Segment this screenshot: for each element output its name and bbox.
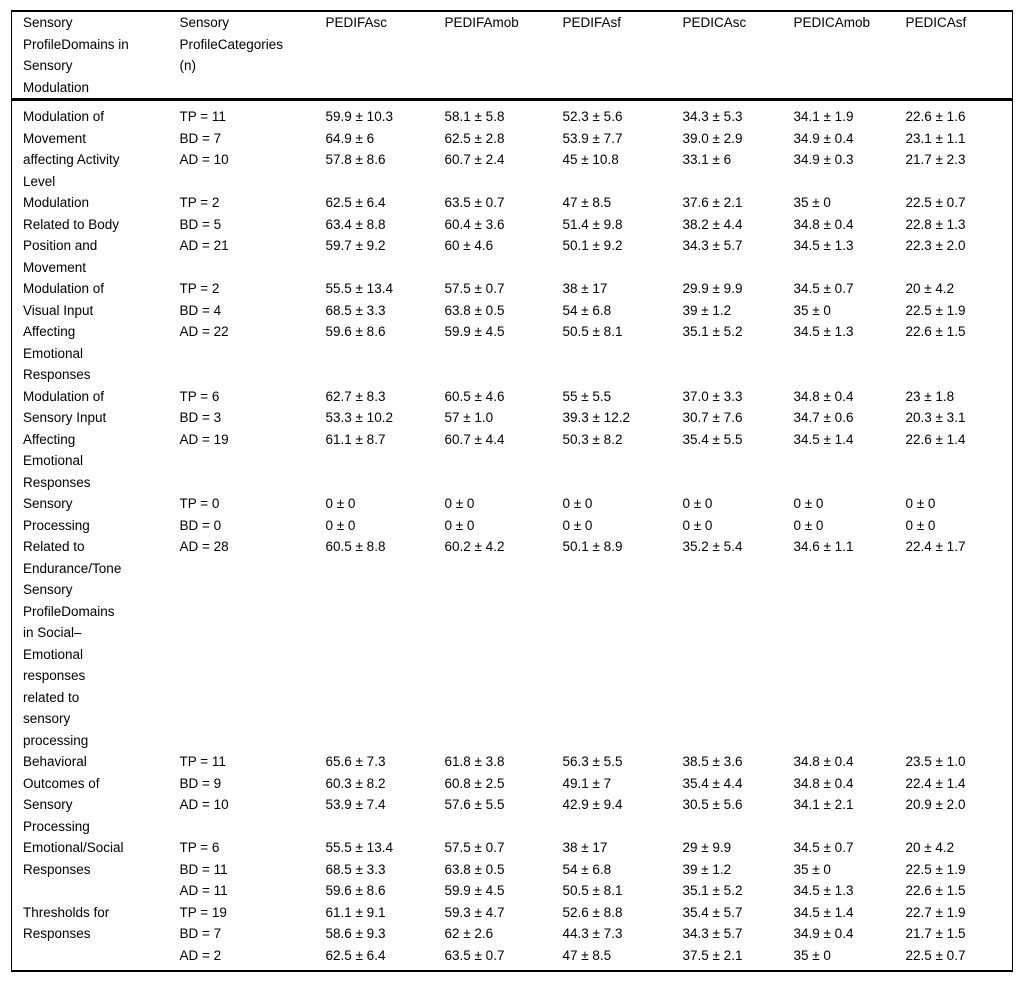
domain-label: Thresholds for Responses — [23, 904, 110, 942]
value-cell: 34.8 ± 0.4 34.7 ± 0.6 34.5 ± 1.4 — [793, 388, 854, 447]
value-cell: 55.5 ± 13.4 68.5 ± 3.3 59.6 ± 8.6 — [325, 840, 393, 898]
value-cell: 38 ± 17 54 ± 6.8 50.5 ± 8.1 — [562, 840, 623, 898]
value-cell: 52.6 ± 8.8 44.3 ± 7.3 47 ± 8.5 — [562, 904, 623, 963]
value-cell: 37.6 ± 2.1 38.2 ± 4.4 34.3 ± 5.7 — [682, 195, 743, 253]
table-row-behavioral-outcomes: Behavioral Outcomes of Sensory Processin… — [12, 751, 1013, 837]
category-cell: TP = 0 BD = 0 AD = 28 — [179, 496, 229, 554]
value-cell: 22.7 ± 1.9 21.7 ± 1.5 22.5 ± 0.7 — [905, 904, 966, 963]
value-cell: 62.5 ± 6.4 63.4 ± 8.8 59.7 ± 9.2 — [325, 195, 386, 253]
value-cell: 29 ± 9.9 39 ± 1.2 35.1 ± 5.2 — [682, 840, 743, 898]
value-cell: 47 ± 8.5 51.4 ± 9.8 50.1 ± 9.2 — [562, 195, 623, 253]
value-cell: 34.8 ± 0.4 34.8 ± 0.4 34.1 ± 2.1 — [793, 754, 854, 812]
value-cell: 0 ± 0 0 ± 0 50.1 ± 8.9 — [562, 496, 623, 554]
value-cell: 23 ± 1.8 20.3 ± 3.1 22.6 ± 1.4 — [905, 388, 966, 447]
col-header-domains: Sensory ProfileDomains in Sensory Modula… — [11, 11, 169, 101]
header-row: Sensory ProfileDomains in Sensory Modula… — [11, 11, 1013, 101]
domain-label: Behavioral Outcomes of Sensory Processin… — [23, 754, 100, 834]
value-cell: 0 ± 0 0 ± 0 35.2 ± 5.4 — [682, 496, 743, 554]
category-cell: TP = 2 BD = 4 AD = 22 — [179, 281, 229, 339]
value-cell: 58.1 ± 5.8 62.5 ± 2.8 60.7 ± 2.4 — [444, 109, 505, 167]
value-cell: 0 ± 0 0 ± 0 34.6 ± 1.1 — [793, 496, 854, 554]
col-header-pedicamob: PEDICAmob — [782, 11, 895, 101]
sensory-profile-pedi-table: Sensory ProfileDomains in Sensory Modula… — [11, 10, 1013, 972]
domain-label: Modulation of Visual Input Affecting Emo… — [23, 281, 105, 382]
value-cell: 63.5 ± 0.7 60.4 ± 3.6 60 ± 4.6 — [444, 195, 505, 253]
value-cell: 57.5 ± 0.7 63.8 ± 0.5 59.9 ± 4.5 — [444, 840, 505, 898]
value-cell: 59.3 ± 4.7 62 ± 2.6 63.5 ± 0.7 — [444, 904, 505, 963]
value-cell: 65.6 ± 7.3 60.3 ± 8.2 53.9 ± 7.4 — [325, 754, 386, 812]
value-cell: 35.4 ± 5.7 34.3 ± 5.7 37.5 ± 2.1 — [682, 904, 743, 963]
value-cell: 52.3 ± 5.6 53.9 ± 7.7 45 ± 10.8 — [562, 109, 623, 167]
value-cell: 60.5 ± 4.6 57 ± 1.0 60.7 ± 4.4 — [444, 388, 505, 447]
value-cell: 55.5 ± 13.4 68.5 ± 3.3 59.6 ± 8.6 — [325, 281, 393, 339]
value-cell: 61.8 ± 3.8 60.8 ± 2.5 57.6 ± 5.5 — [444, 754, 505, 812]
value-cell: 29.9 ± 9.9 39 ± 1.2 35.1 ± 5.2 — [682, 281, 743, 339]
value-cell: 59.9 ± 10.3 64.9 ± 6 57.8 ± 8.6 — [325, 109, 393, 167]
col-header-pedicasc: PEDICAsc — [671, 11, 783, 101]
category-cell: TP = 19 BD = 7 AD = 2 — [179, 904, 227, 963]
col-header-categories: Sensory ProfileCategories (n) — [168, 11, 315, 101]
value-cell: 38.5 ± 3.6 35.4 ± 4.4 30.5 ± 5.6 — [682, 754, 743, 812]
domain-label: Sensory Processing Related to Endurance/… — [23, 496, 122, 748]
value-cell: 57.5 ± 0.7 63.8 ± 0.5 59.9 ± 4.5 — [444, 281, 505, 339]
table-row-modulation-movement-activity: Modulation of Movement affecting Activit… — [12, 100, 1013, 193]
domain-label: Emotional/Social Responses — [23, 840, 124, 877]
value-cell: 55 ± 5.5 39.3 ± 12.2 50.3 ± 8.2 — [562, 388, 630, 447]
value-cell: 37.0 ± 3.3 30.7 ± 7.6 35.4 ± 5.5 — [682, 388, 743, 447]
domain-label: Modulation of Sensory Input Affecting Em… — [23, 388, 107, 490]
table-row-modulation-visual-input: Modulation of Visual Input Affecting Emo… — [12, 278, 1013, 386]
value-cell: 20 ± 4.2 22.5 ± 1.9 22.6 ± 1.5 — [905, 840, 966, 898]
col-header-pedifasf: PEDIFAsf — [551, 11, 672, 101]
table-row-sensory-processing-endurance: Sensory Processing Related to Endurance/… — [12, 493, 1013, 751]
value-cell: 56.3 ± 5.5 49.1 ± 7 42.9 ± 9.4 — [562, 754, 623, 812]
category-cell: TP = 2 BD = 5 AD = 21 — [179, 195, 229, 253]
category-cell: TP = 6 BD = 11 AD = 11 — [179, 840, 228, 898]
value-cell: 0 ± 0 0 ± 0 60.5 ± 8.8 — [325, 496, 386, 554]
domain-label: Modulation Related to Body Position and … — [23, 195, 120, 275]
value-cell: 35 ± 0 34.8 ± 0.4 34.5 ± 1.3 — [793, 195, 854, 253]
table-row-emotional-social-responses: Emotional/Social Responses TP = 6 BD = 1… — [12, 837, 1013, 902]
value-cell: 61.1 ± 9.1 58.6 ± 9.3 62.5 ± 6.4 — [325, 904, 386, 963]
table-row-modulation-sensory-input: Modulation of Sensory Input Affecting Em… — [12, 386, 1013, 494]
category-cell: TP = 6 BD = 3 AD = 19 — [179, 388, 229, 447]
table-row-thresholds-for-responses: Thresholds for Responses TP = 19 BD = 7 … — [12, 902, 1013, 972]
value-cell: 20 ± 4.2 22.5 ± 1.9 22.6 ± 1.5 — [905, 281, 966, 339]
value-cell: 38 ± 17 54 ± 6.8 50.5 ± 8.1 — [562, 281, 623, 339]
value-cell: 62.7 ± 8.3 53.3 ± 10.2 61.1 ± 8.7 — [325, 388, 393, 447]
value-cell: 34.3 ± 5.3 39.0 ± 2.9 33.1 ± 6 — [682, 109, 743, 167]
value-cell: 0 ± 0 0 ± 0 60.2 ± 4.2 — [444, 496, 505, 554]
col-header-pedicasf: PEDICAsf — [894, 11, 1013, 101]
value-cell: 34.5 ± 1.4 34.9 ± 0.4 35 ± 0 — [793, 904, 854, 963]
col-header-pedifasc: PEDIFAsc — [314, 11, 434, 101]
value-cell: 34.5 ± 0.7 35 ± 0 34.5 ± 1.3 — [793, 281, 854, 339]
category-cell: TP = 11 BD = 9 AD = 10 — [179, 754, 229, 812]
domain-label: Modulation of Movement affecting Activit… — [23, 109, 120, 189]
value-cell: 34.5 ± 0.7 35 ± 0 34.5 ± 1.3 — [793, 840, 854, 898]
value-cell: 22.6 ± 1.6 23.1 ± 1.1 21.7 ± 2.3 — [905, 109, 966, 167]
col-header-pedifamob: PEDIFAmob — [433, 11, 552, 101]
value-cell: 0 ± 0 0 ± 0 22.4 ± 1.7 — [905, 496, 966, 554]
category-cell: TP = 11 BD = 7 AD = 10 — [179, 109, 229, 167]
value-cell: 23.5 ± 1.0 22.4 ± 1.4 20.9 ± 2.0 — [905, 754, 966, 812]
table-row-modulation-body-position: Modulation Related to Body Position and … — [12, 192, 1013, 278]
value-cell: 34.1 ± 1.9 34.9 ± 0.4 34.9 ± 0.3 — [793, 109, 854, 167]
value-cell: 22.5 ± 0.7 22.8 ± 1.3 22.3 ± 2.0 — [905, 195, 966, 253]
